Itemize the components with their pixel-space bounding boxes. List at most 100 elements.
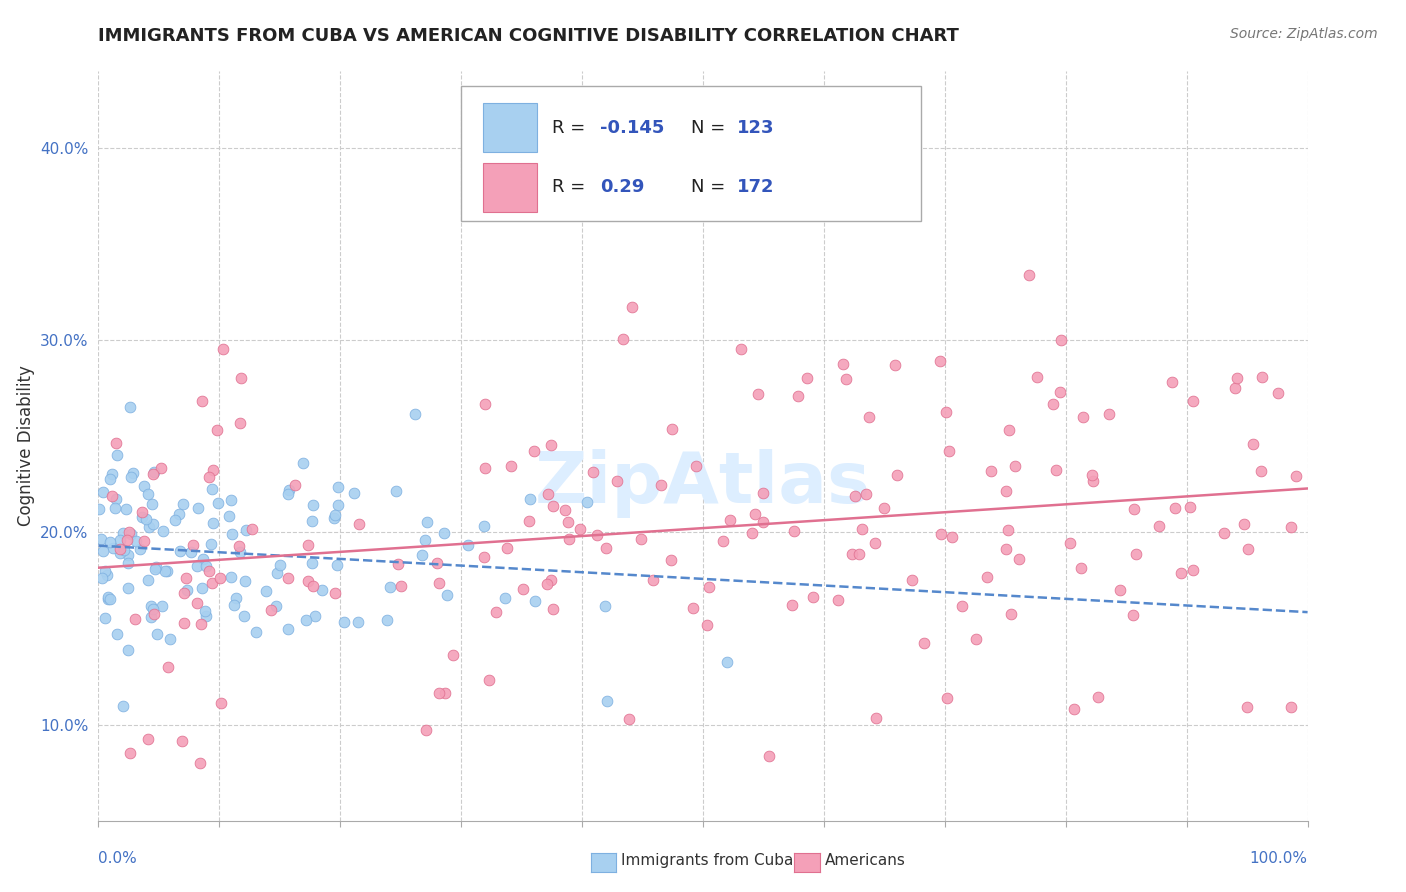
Point <box>1251 369 1274 384</box>
Point <box>436 588 458 602</box>
Point <box>104 435 127 450</box>
Point <box>886 467 908 482</box>
Point <box>569 522 592 536</box>
Point <box>429 685 451 699</box>
Point <box>385 483 408 498</box>
Point <box>1122 607 1144 622</box>
Text: R =: R = <box>551 178 591 196</box>
Point <box>441 648 464 663</box>
Point <box>202 516 225 531</box>
Point <box>142 466 165 480</box>
Point <box>117 548 139 562</box>
Point <box>91 484 114 499</box>
Point <box>142 517 165 532</box>
Point <box>254 583 277 598</box>
FancyBboxPatch shape <box>461 87 921 221</box>
Point <box>485 605 508 619</box>
Point <box>865 711 887 725</box>
Point <box>134 479 156 493</box>
Point <box>301 514 323 528</box>
Point <box>758 749 780 764</box>
Point <box>844 489 866 503</box>
Point <box>131 504 153 518</box>
Point <box>245 625 267 640</box>
Point <box>260 602 283 616</box>
Point <box>965 632 987 646</box>
Point <box>172 734 194 748</box>
Point <box>1081 468 1104 483</box>
Point <box>586 527 609 541</box>
Point <box>1098 408 1121 422</box>
Point <box>540 438 562 452</box>
Point <box>93 544 115 558</box>
Point <box>193 551 215 566</box>
Point <box>699 580 721 594</box>
Point <box>117 643 139 657</box>
Point <box>415 723 437 738</box>
Point <box>118 524 141 539</box>
Point <box>176 583 198 598</box>
Point <box>541 601 564 615</box>
Point <box>900 574 922 588</box>
Point <box>219 492 242 507</box>
Point <box>387 558 409 572</box>
Point <box>103 541 125 556</box>
Point <box>269 558 291 573</box>
Point <box>855 487 877 501</box>
Point <box>200 537 222 551</box>
Point <box>1212 526 1234 541</box>
Text: 123: 123 <box>737 119 775 136</box>
Point <box>1063 701 1085 715</box>
Point <box>716 655 738 669</box>
Point <box>557 516 579 530</box>
Point <box>929 354 952 368</box>
Point <box>630 532 652 546</box>
Point <box>322 510 344 524</box>
Point <box>883 358 905 372</box>
Point <box>153 564 176 578</box>
Point <box>389 579 412 593</box>
Point <box>472 519 495 533</box>
Point <box>180 545 202 559</box>
Point <box>606 474 628 488</box>
Point <box>941 530 963 544</box>
Point <box>136 731 159 746</box>
Point <box>105 627 128 641</box>
Point <box>142 601 165 615</box>
Point <box>152 524 174 539</box>
Point <box>186 596 208 610</box>
Point <box>141 498 163 512</box>
Point <box>323 585 346 599</box>
Point <box>110 533 132 547</box>
Point <box>413 533 436 548</box>
Point <box>1182 393 1205 408</box>
Point <box>474 461 496 475</box>
Point <box>426 557 449 571</box>
Point <box>1170 566 1192 581</box>
Point <box>659 553 682 567</box>
Point <box>375 613 398 627</box>
Point <box>326 558 349 573</box>
Point <box>165 513 187 527</box>
Point <box>1109 583 1132 598</box>
Point <box>149 461 172 475</box>
Point <box>212 342 235 356</box>
Point <box>929 526 952 541</box>
Point <box>135 512 157 526</box>
Point <box>998 423 1021 437</box>
Point <box>343 486 366 500</box>
Point <box>519 492 541 507</box>
Point <box>1059 536 1081 550</box>
Point <box>120 470 142 484</box>
Point <box>225 591 247 606</box>
Point <box>346 615 368 630</box>
Point <box>427 575 450 590</box>
Point <box>744 507 766 521</box>
Point <box>1070 561 1092 575</box>
Point <box>499 458 522 473</box>
Point <box>229 545 252 559</box>
Point <box>554 503 576 517</box>
Point <box>224 598 246 612</box>
Point <box>858 409 880 424</box>
Point <box>284 478 307 492</box>
